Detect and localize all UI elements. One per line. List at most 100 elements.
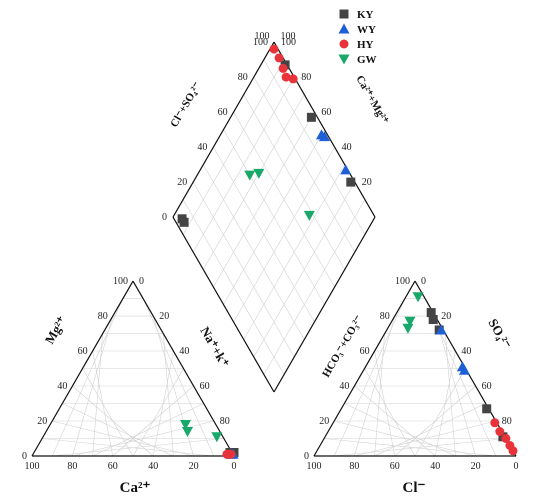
anion-point-wy — [435, 324, 447, 335]
diamond-top-tick: 100 — [281, 31, 296, 42]
grid-line — [253, 76, 356, 253]
grid-line — [152, 350, 174, 457]
legend-label-hy: HY — [357, 39, 374, 51]
anion-base-tick: 60 — [390, 461, 400, 472]
frame-edge — [313, 280, 416, 457]
anion-left-axis-label: HCO₃⁻+CO₃²⁻ — [320, 313, 365, 379]
anion-left-tick: 0 — [304, 451, 309, 462]
anion-point-gw — [412, 292, 424, 303]
cation-base-tick: 80 — [67, 461, 77, 472]
anion-right-axis-label: SO₄²⁻ — [485, 316, 514, 351]
anion-point-ky — [482, 404, 492, 414]
legend-label-gw: GW — [357, 54, 377, 66]
legend-marker-wy — [338, 23, 350, 34]
frame-edge — [31, 280, 134, 457]
cation-left-tick: 0 — [22, 451, 27, 462]
grid-line — [223, 129, 325, 305]
diamond-point-wy — [315, 129, 327, 140]
grid-line — [364, 368, 416, 457]
cation-left-tick: 100 — [113, 276, 128, 287]
legend-marker-gw — [338, 54, 350, 65]
cation-right-tick: 80 — [220, 416, 230, 427]
cation-point-gw — [182, 427, 194, 438]
legend-label-wy: WY — [357, 24, 376, 36]
grid-line — [132, 368, 184, 457]
cation-base-tick: 20 — [189, 461, 199, 472]
cation-left-tick: 80 — [98, 311, 108, 322]
cation-left-tick: 60 — [78, 346, 88, 357]
grid-line — [263, 59, 366, 235]
grid-line — [42, 438, 214, 457]
grid-line — [434, 316, 476, 457]
frame-edge — [273, 41, 376, 218]
anion-left-tick: 20 — [319, 416, 329, 427]
anion-point-hy — [508, 446, 518, 456]
grid-line — [72, 385, 154, 457]
cation-right-tick: 20 — [159, 311, 169, 322]
cation-left-tick: 40 — [57, 381, 67, 392]
anion-point-gw — [404, 316, 416, 327]
diamond-left-tick: 100 — [253, 37, 268, 48]
cation-right-tick: 0 — [139, 276, 144, 287]
anion-base-tick: 80 — [349, 461, 359, 472]
anion-right-tick: 40 — [461, 346, 471, 357]
grid-line — [62, 403, 174, 457]
grid-line — [334, 420, 476, 457]
data-markers — [177, 44, 518, 459]
grid-line — [445, 333, 456, 457]
grid-line — [344, 403, 456, 457]
anion-point-hy — [490, 418, 500, 428]
diamond-top-tick: 100 — [255, 31, 270, 42]
grid-line — [243, 94, 345, 270]
grid-line — [192, 76, 295, 253]
anion-left-tick: 80 — [380, 311, 390, 322]
grid-line — [354, 385, 436, 457]
grid-line — [324, 438, 496, 457]
diamond-point-ky — [306, 112, 316, 122]
anion-base-tick: 40 — [430, 461, 440, 472]
diamond-point-hy — [281, 72, 291, 82]
anion-point-hy — [495, 427, 505, 436]
grid-line — [142, 298, 215, 457]
anion-right-tick: 20 — [441, 311, 451, 322]
cation-base-tick: 100 — [25, 461, 40, 472]
diamond-right-tick: 80 — [301, 72, 311, 83]
diamond-point-gw — [303, 210, 315, 221]
frame-edge — [172, 41, 275, 218]
cation-point-hy — [222, 449, 232, 459]
anion-base-axis-label: Cl⁻ — [403, 480, 426, 496]
diamond-point-hy — [269, 44, 279, 54]
grid-line — [182, 59, 285, 235]
grid-line — [213, 111, 315, 288]
frame-edge — [273, 216, 376, 393]
grid-lines — [42, 59, 506, 457]
diamond-upper-left-axis-label: Cl⁻+SO₄²⁻ — [168, 80, 204, 130]
legend-marker-hy — [339, 39, 349, 49]
grid-line — [52, 420, 194, 457]
diamond-right-tick: 20 — [362, 177, 372, 188]
diamond-point-hy — [278, 63, 288, 73]
anion-left-tick: 40 — [339, 381, 349, 392]
diamond-right-tick: 40 — [342, 142, 352, 153]
cation-left-axis-label: Mg²⁺ — [42, 313, 70, 346]
anion-base-tick: 0 — [514, 461, 519, 472]
diamond-upper-right-axis-label: Ca²⁺+Mg²⁺ — [353, 74, 390, 127]
grid-line — [233, 111, 335, 288]
diamond-point-hy — [274, 53, 284, 63]
diamond-point-wy — [340, 164, 352, 175]
cation-base-axis-label: Ca²⁺ — [120, 480, 151, 496]
diamond-left-tick: 40 — [197, 142, 207, 153]
diamond-point-ky — [179, 217, 189, 227]
anion-left-tick: 100 — [395, 276, 410, 287]
diamond-point-hy — [288, 74, 298, 84]
anion-point-ky — [426, 308, 436, 318]
anion-right-tick: 80 — [502, 416, 512, 427]
frame-edge — [132, 280, 235, 457]
anion-left-tick: 60 — [360, 346, 370, 357]
diamond-right-tick: 60 — [321, 107, 331, 118]
diamond-left-tick: 0 — [162, 212, 167, 223]
grid-line — [434, 350, 456, 457]
diagram-frames — [31, 41, 517, 457]
grid-line — [163, 333, 174, 457]
